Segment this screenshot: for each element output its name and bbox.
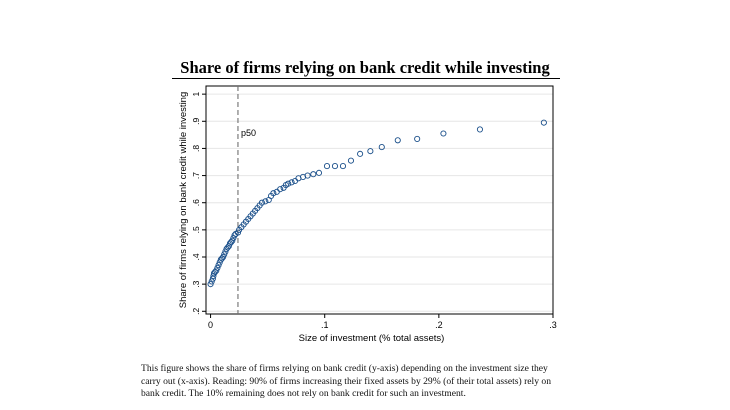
y-tick-label: .2	[191, 307, 201, 314]
data-point	[310, 171, 317, 178]
data-point	[262, 198, 269, 205]
data-point	[273, 188, 280, 195]
caption-line: carry out (x-axis). Reading: 90% of firm…	[141, 375, 552, 387]
data-point	[220, 253, 227, 261]
figure-caption: This figure shows the share of firms rel…	[141, 363, 631, 401]
data-point	[210, 272, 217, 280]
y-tick-label: .6	[191, 199, 201, 206]
data-point	[339, 163, 347, 170]
x-tick-label: .2	[435, 320, 443, 330]
x-axis-label: Size of investment (% total assets)	[299, 333, 445, 344]
data-point	[323, 163, 331, 170]
y-tick-label: .7	[191, 172, 201, 179]
p50-label: p50	[241, 128, 256, 138]
data-point	[285, 180, 292, 187]
y-tick-label: .9	[191, 117, 201, 124]
data-point	[315, 169, 323, 176]
y-tick-label: .8	[191, 145, 201, 152]
data-point	[258, 199, 265, 206]
y-tick-label: .4	[191, 253, 201, 260]
data-point	[304, 172, 311, 179]
chart-title: Share of firms relying on bank credit wh…	[180, 58, 550, 77]
data-point	[367, 148, 374, 155]
data-point	[291, 177, 299, 185]
data-point	[234, 229, 242, 236]
data-point	[208, 278, 215, 285]
data-point	[476, 126, 483, 133]
x-tick-label: 0	[208, 320, 213, 330]
data-point	[394, 137, 401, 144]
caption-line: This figure shows the share of firms rel…	[141, 363, 548, 374]
data-point	[213, 267, 220, 274]
data-point	[215, 262, 222, 269]
data-point	[270, 190, 277, 197]
data-point	[414, 135, 421, 142]
data-point	[378, 144, 385, 151]
caption-line: bank credit. The 10% remaining does not …	[141, 388, 466, 399]
plot-frame	[205, 85, 554, 315]
data-point	[540, 119, 547, 126]
y-tick-label: 1	[191, 92, 201, 97]
data-point	[221, 251, 228, 258]
data-point	[207, 281, 214, 288]
data-point	[440, 130, 447, 137]
data-point	[214, 264, 221, 271]
data-point	[288, 179, 295, 186]
y-tick-label: .3	[191, 280, 201, 287]
data-point	[331, 163, 339, 170]
y-tick-label: .5	[191, 226, 201, 233]
x-tick-label: .3	[549, 320, 557, 330]
data-point	[347, 157, 355, 164]
data-point	[229, 237, 236, 244]
scatter-chart: .2 .3 .4 .5 .6 .7 .8 .9 1 0 .1 .2 .3 Size of investme…	[178, 85, 557, 344]
title-underline	[172, 78, 560, 79]
data-point	[209, 275, 216, 282]
y-axis-label: Share of firms relying on bank credit wh…	[178, 92, 189, 309]
x-tick-label: .1	[321, 320, 329, 330]
data-point	[277, 186, 284, 193]
data-point	[357, 150, 364, 157]
